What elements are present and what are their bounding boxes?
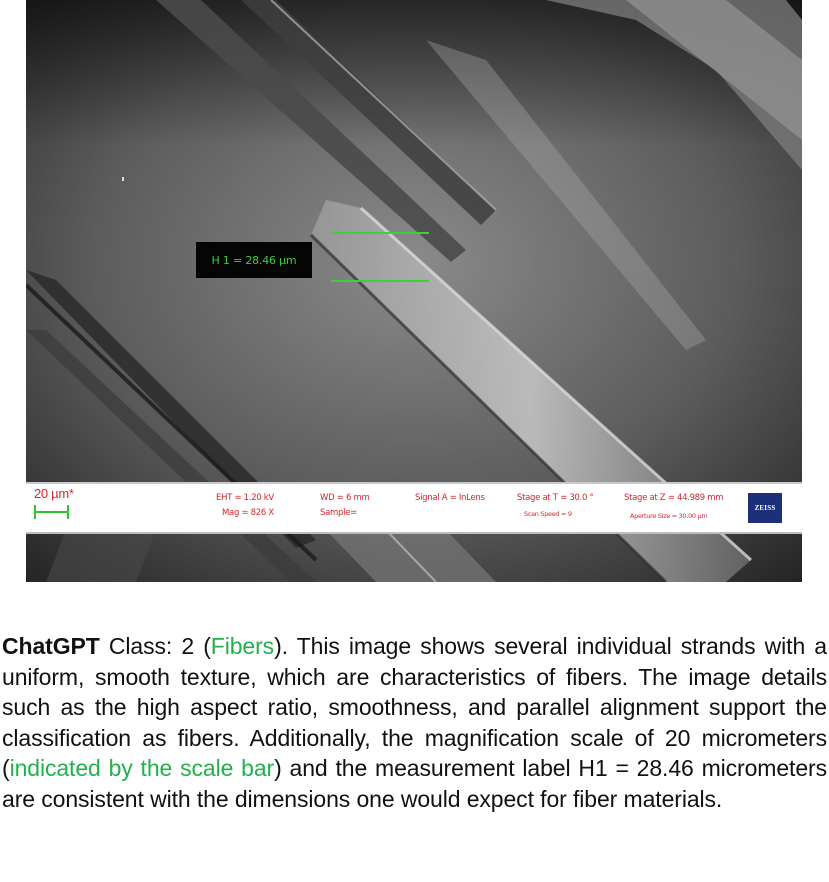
sample-value: Sample= [320,508,357,518]
caption-model-name: ChatGPT [2,633,100,659]
eht-value: EHT = 1.20 kV [216,493,274,503]
zeiss-logo-text: ZEISS [754,504,776,512]
scale-bar [34,505,69,519]
caption-body: ). This image shows several individual s… [2,633,827,781]
caption-highlight: indicated by the scale bar [9,755,275,781]
speck [122,177,124,181]
zeiss-logo: ZEISS [748,493,782,523]
scan-speed-value: Scan Speed = 9 [524,510,572,518]
mag-value: Mag = 826 X [222,508,274,518]
stage-t-value: Stage at T = 30.0 ° [517,493,594,503]
wd-value: WD = 6 mm [320,493,370,503]
measurement-line-bottom [331,280,429,282]
figure-caption: ChatGPT Class: 2 (Fibers). This image sh… [2,631,827,814]
measurement-label: H 1 = 28.46 µm [196,242,312,278]
caption-class-prefix: Class: 2 ( [99,633,211,659]
sem-micrograph: H 1 = 28.46 µm 20 µm* EHT = 1.20 kV Mag … [26,0,802,582]
measurement-line-top [331,232,429,234]
signal-value: Signal A = InLens [415,493,485,503]
aperture-value: Aperture Size = 30.00 µm [630,512,708,520]
stage-z-value: Stage at Z = 44.989 mm [624,493,724,503]
caption-class-name: Fibers [210,633,275,659]
caption-tail: ) and the measurement label H1 = 28.46 m… [2,755,827,812]
sem-info-bar: 20 µm* EHT = 1.20 kV Mag = 826 X WD = 6 … [26,482,802,534]
scale-text: 20 µm* [34,486,74,501]
